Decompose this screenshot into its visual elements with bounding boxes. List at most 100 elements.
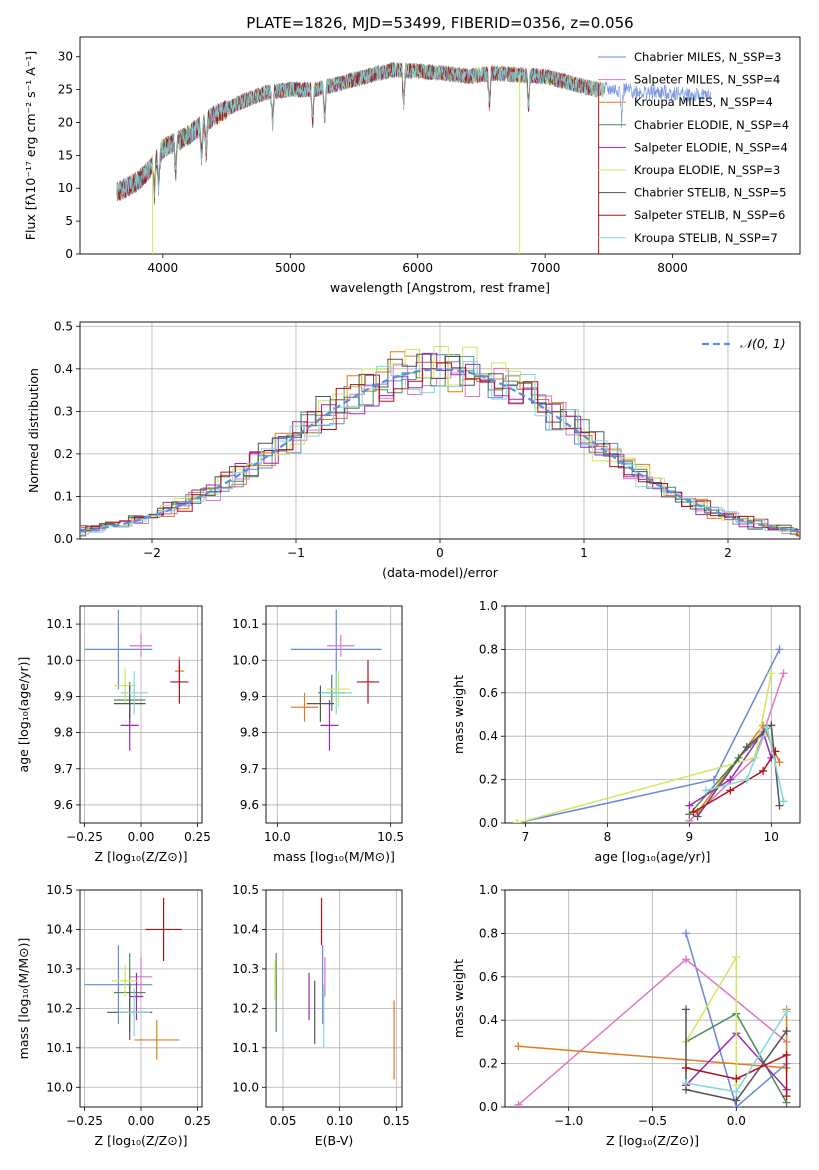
weight-marker <box>682 955 691 964</box>
x-tick-label: 10.5 <box>377 830 404 844</box>
y-tick-label: 10.2 <box>46 1001 73 1015</box>
weight-marker <box>701 786 710 795</box>
plot-area <box>266 890 402 1107</box>
weight-marker <box>513 819 522 823</box>
x-tick-label: 6000 <box>402 261 433 275</box>
x-tick-label: −1 <box>287 546 305 560</box>
y-axis-label: age [log₁₀(age/yr)] <box>16 657 31 773</box>
y-tick-label: 9.7 <box>240 762 259 776</box>
y-tick-label: 9.8 <box>240 726 259 740</box>
y-tick-label: 1.0 <box>479 599 498 613</box>
y-tick-label: 0.4 <box>479 1013 498 1027</box>
y-tick-label: 0.6 <box>479 970 498 984</box>
axes-frame <box>504 605 801 824</box>
legend-entry: Salpeter ELODIE, N_SSP=4 <box>634 140 788 154</box>
y-tick-label: 1.0 <box>479 883 498 897</box>
legend-entry: Kroupa MILES, N_SSP=4 <box>634 95 773 109</box>
legend-entry: Salpeter STELIB, N_SSP=6 <box>634 208 785 222</box>
data-layer <box>274 897 395 1080</box>
weight-marker <box>682 1005 691 1014</box>
weight-marker <box>782 1007 791 1016</box>
weight-line <box>685 1053 788 1097</box>
y-tick-label: 10.3 <box>46 962 73 976</box>
panel-weight_vs_age: 7 8 9 10 0.0 0.2 0.4 0.6 0.8 1.0 age [log₁₀(age/yr… <box>451 599 801 864</box>
x-tick-label: 5000 <box>275 261 306 275</box>
weight-marker <box>775 645 784 654</box>
weight-marker <box>767 721 776 730</box>
x-axis-label: E(B-V) <box>315 1133 354 1148</box>
legend-entry: Chabrier STELIB, N_SSP=5 <box>634 186 786 200</box>
data-layer <box>84 609 189 751</box>
x-axis-label: Z [log₁₀(Z/Z⊙)] <box>95 1133 188 1148</box>
x-tick-label: 9 <box>686 830 694 844</box>
legend-entry: 𝒩(0, 1) <box>740 336 786 351</box>
panel-weight_vs_Z: −1.0 −0.5 0.0 0.0 0.2 0.4 0.6 0.8 1.0 Z [log₁₀(Z/… <box>451 883 801 1148</box>
x-axis-label: wavelength [Angstrom, rest frame] <box>330 280 550 295</box>
y-tick-label: 0.0 <box>479 816 498 830</box>
x-axis-label: age [log₁₀(age/yr)] <box>595 849 711 864</box>
weight-marker <box>767 669 776 678</box>
y-tick-label: 10.2 <box>232 1001 259 1015</box>
axes-frame <box>265 889 403 1108</box>
legend-entry: Chabrier ELODIE, N_SSP=4 <box>634 118 789 132</box>
y-axis-label: Normed distribution <box>26 368 41 493</box>
y-tick-label: 10.5 <box>46 883 73 897</box>
weight-marker <box>685 801 694 810</box>
weight-marker <box>514 1042 523 1051</box>
weight-marker <box>763 723 772 732</box>
histogram-series <box>80 362 800 537</box>
weight-marker <box>685 810 694 819</box>
x-tick-label: 0.05 <box>270 1114 297 1128</box>
x-tick-label: 0.25 <box>184 830 211 844</box>
y-tick-label: 10.0 <box>46 1080 73 1094</box>
figure-title: PLATE=1826, MJD=53499, FIBERID=0356, z=0… <box>246 14 633 32</box>
y-tick-label: 0.8 <box>479 642 498 656</box>
histogram-series <box>80 361 800 535</box>
weight-marker <box>682 1079 691 1088</box>
y-tick-label: 10 <box>58 181 73 195</box>
y-tick-label: 10.0 <box>232 653 259 667</box>
x-tick-label: 8000 <box>657 261 688 275</box>
weight-marker <box>514 1100 523 1107</box>
series-line <box>116 62 602 202</box>
legend-entry: Kroupa STELIB, N_SSP=7 <box>634 231 778 245</box>
x-tick-label: 2 <box>724 546 732 560</box>
y-tick-label: 10.1 <box>46 617 73 631</box>
y-tick-label: 10.1 <box>232 617 259 631</box>
weight-marker <box>682 1063 691 1072</box>
legend-entry: Salpeter MILES, N_SSP=4 <box>634 73 780 87</box>
weight-marker <box>779 797 788 806</box>
x-axis-label: mass [log₁₀(M/M⊙)] <box>273 849 395 864</box>
x-tick-label: 4000 <box>148 261 179 275</box>
x-tick-label: 0.00 <box>128 830 155 844</box>
weight-marker <box>782 1050 791 1059</box>
y-axis-label: mass [log₁₀(M/M⊙)] <box>16 938 31 1060</box>
y-tick-label: 9.9 <box>54 689 73 703</box>
y-tick-label: 0.2 <box>479 1057 498 1071</box>
y-axis-label: mass weight <box>451 675 466 754</box>
weight-marker <box>689 808 698 817</box>
axes-frame <box>504 889 801 1108</box>
weight-marker <box>775 801 784 810</box>
legend-entry: Chabrier MILES, N_SSP=3 <box>634 50 781 64</box>
weight-line <box>685 1009 788 1102</box>
weight-marker <box>742 743 751 752</box>
data-layer <box>80 346 800 537</box>
y-tick-label: 0.2 <box>479 773 498 787</box>
weight-marker <box>732 953 741 962</box>
x-tick-label: 10.0 <box>264 830 291 844</box>
axes-frame <box>79 605 203 824</box>
panel-age_vs_mass: 10.0 10.5 9.6 9.7 9.8 9.9 10.0 10.1 mass [log₁₀(… <box>232 605 404 864</box>
x-tick-label: 7000 <box>530 261 561 275</box>
y-tick-label: 10.0 <box>46 653 73 667</box>
panel-mass_vs_Z: −0.25 0.00 0.25 10.0 10.1 10.2 10.3 10.4 10.5 Z [… <box>16 883 211 1148</box>
histogram-series <box>80 353 800 537</box>
y-tick-label: 20 <box>58 115 73 129</box>
weight-line <box>705 724 785 802</box>
y-tick-label: 0.8 <box>479 926 498 940</box>
weight-marker <box>782 1092 791 1101</box>
y-tick-label: 25 <box>58 83 73 97</box>
y-tick-label: 9.7 <box>54 762 73 776</box>
x-tick-label: 0.00 <box>128 1114 155 1128</box>
